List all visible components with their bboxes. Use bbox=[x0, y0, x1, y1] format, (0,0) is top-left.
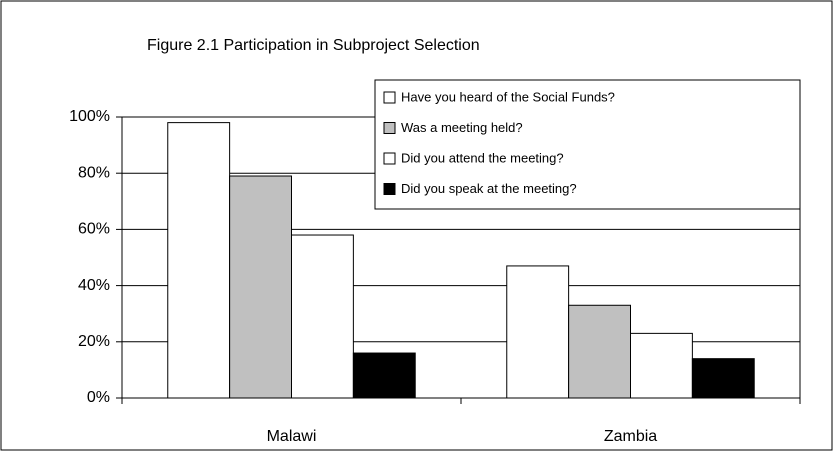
bar bbox=[352, 352, 416, 399]
legend-label: Did you speak at the meeting? bbox=[401, 181, 577, 196]
y-tick-label: 0% bbox=[87, 389, 110, 406]
x-tick-label: Zambia bbox=[604, 428, 657, 445]
legend-label: Did you attend the meeting? bbox=[401, 150, 564, 165]
bar bbox=[229, 175, 293, 399]
y-tick-label: 80% bbox=[78, 164, 110, 181]
y-tick-label: 40% bbox=[78, 277, 110, 294]
legend-box bbox=[374, 79, 801, 210]
y-tick-label: 60% bbox=[78, 221, 110, 238]
y-tick-label: 100% bbox=[69, 108, 110, 125]
bar bbox=[630, 332, 693, 399]
legend-swatch bbox=[383, 183, 396, 195]
chart-title: Figure 2.1 Participation in Subproject S… bbox=[147, 37, 480, 54]
bar bbox=[691, 358, 755, 399]
legend-swatch bbox=[383, 91, 396, 104]
legend-label: Have you heard of the Social Funds? bbox=[401, 89, 615, 104]
legend-label: Was a meeting held? bbox=[401, 120, 523, 135]
bar bbox=[291, 234, 354, 399]
x-tick-label: Malawi bbox=[267, 428, 317, 445]
bar bbox=[568, 304, 632, 399]
bar bbox=[506, 265, 570, 399]
bar bbox=[167, 122, 231, 399]
y-tick-label: 20% bbox=[78, 333, 110, 350]
legend-swatch bbox=[383, 152, 396, 165]
legend-swatch bbox=[383, 122, 396, 134]
